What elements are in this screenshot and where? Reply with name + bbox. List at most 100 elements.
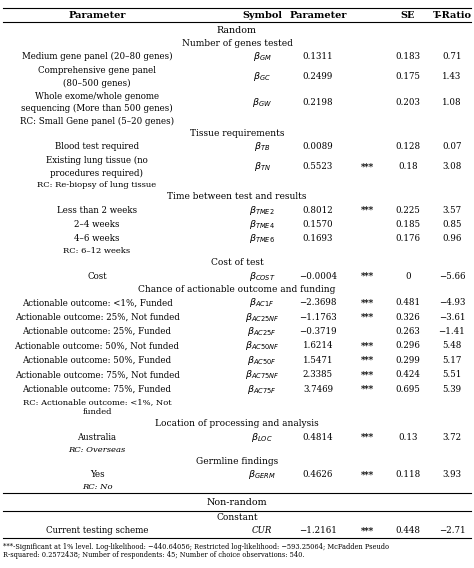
Text: 0.07: 0.07 <box>442 142 462 151</box>
Text: 1.43: 1.43 <box>442 73 462 81</box>
Text: 1.5471: 1.5471 <box>303 356 333 365</box>
Text: 0.2198: 0.2198 <box>303 98 333 107</box>
Text: 0.13: 0.13 <box>398 433 418 442</box>
Text: 0.96: 0.96 <box>442 234 462 243</box>
Text: RC: Actionable outcome: <1%, Not: RC: Actionable outcome: <1%, Not <box>23 398 171 406</box>
Text: 0.185: 0.185 <box>395 220 420 229</box>
Text: 0.85: 0.85 <box>442 220 462 229</box>
Text: 0.1693: 0.1693 <box>303 234 333 243</box>
Text: $\beta_{GM}$: $\beta_{GM}$ <box>253 51 272 63</box>
Text: $\beta_{GC}$: $\beta_{GC}$ <box>253 70 271 83</box>
Text: $\beta_{AC25NF}$: $\beta_{AC25NF}$ <box>245 311 279 324</box>
Text: $\beta_{GW}$: $\beta_{GW}$ <box>252 96 272 109</box>
Text: −1.41: −1.41 <box>438 327 465 336</box>
Text: Actionable outcome: 25%, Not funded: Actionable outcome: 25%, Not funded <box>15 312 180 321</box>
Text: 0.5523: 0.5523 <box>303 162 333 172</box>
Text: (80–500 genes): (80–500 genes) <box>63 79 131 88</box>
Text: Cost of test: Cost of test <box>210 258 264 268</box>
Text: ***: *** <box>360 433 374 442</box>
Text: ***: *** <box>360 527 374 535</box>
Text: 0.118: 0.118 <box>395 470 420 479</box>
Text: $\beta_{AC50NF}$: $\beta_{AC50NF}$ <box>245 340 279 353</box>
Text: Comprehensive gene panel: Comprehensive gene panel <box>38 66 156 75</box>
Text: 3.57: 3.57 <box>442 206 462 215</box>
Text: −2.71: −2.71 <box>439 527 465 535</box>
Text: Tissue requirements: Tissue requirements <box>190 129 284 138</box>
Text: Time between test and results: Time between test and results <box>167 192 307 201</box>
Text: Actionable outcome: <1%, Funded: Actionable outcome: <1%, Funded <box>22 298 173 307</box>
Text: 0.4814: 0.4814 <box>303 433 333 442</box>
Text: 0: 0 <box>405 272 411 281</box>
Text: −1.2161: −1.2161 <box>299 527 337 535</box>
Text: Actionable outcome: 25%, Funded: Actionable outcome: 25%, Funded <box>22 327 172 336</box>
Text: −2.3698: −2.3698 <box>299 298 337 307</box>
Text: $\beta_{AC50F}$: $\beta_{AC50F}$ <box>247 354 277 367</box>
Text: 0.175: 0.175 <box>395 73 420 81</box>
Text: Number of genes tested: Number of genes tested <box>182 39 292 48</box>
Text: 3.93: 3.93 <box>443 470 462 479</box>
Text: 0.299: 0.299 <box>396 356 420 365</box>
Text: 0.0089: 0.0089 <box>302 142 333 151</box>
Text: 5.51: 5.51 <box>442 370 462 379</box>
Text: Location of processing and analysis: Location of processing and analysis <box>155 420 319 428</box>
Text: 5.39: 5.39 <box>442 385 462 394</box>
Text: ***: *** <box>360 298 374 307</box>
Text: Non-random: Non-random <box>207 498 267 507</box>
Text: 0.695: 0.695 <box>396 385 420 394</box>
Text: ***: *** <box>360 356 374 365</box>
Text: 0.4626: 0.4626 <box>303 470 333 479</box>
Text: Actionable outcome: 50%, Not funded: Actionable outcome: 50%, Not funded <box>15 341 180 350</box>
Text: $\beta_{AC75NF}$: $\beta_{AC75NF}$ <box>245 368 279 381</box>
Text: 0.18: 0.18 <box>398 162 418 172</box>
Text: Parameter: Parameter <box>289 10 347 19</box>
Text: $\beta_{AC25F}$: $\beta_{AC25F}$ <box>247 325 277 338</box>
Text: 0.203: 0.203 <box>396 98 420 107</box>
Text: −5.66: −5.66 <box>439 272 465 281</box>
Text: ***-Significant at 1% level. Log-likelihood: −440.64056; Restricted log-likeliho: ***-Significant at 1% level. Log-likelih… <box>3 543 389 551</box>
Text: 0.71: 0.71 <box>442 52 462 61</box>
Text: 0.1311: 0.1311 <box>303 52 333 61</box>
Text: ***: *** <box>360 272 374 281</box>
Text: Parameter: Parameter <box>68 10 126 19</box>
Text: 0.128: 0.128 <box>395 142 420 151</box>
Text: funded: funded <box>82 408 112 416</box>
Text: 2.3385: 2.3385 <box>303 370 333 379</box>
Text: $\beta_{AC1F}$: $\beta_{AC1F}$ <box>249 296 275 310</box>
Text: ***: *** <box>360 162 374 172</box>
Text: RC: Overseas: RC: Overseas <box>68 446 126 454</box>
Text: 2–4 weeks: 2–4 weeks <box>74 220 120 229</box>
Text: 0.448: 0.448 <box>395 527 420 535</box>
Text: 1.08: 1.08 <box>442 98 462 107</box>
Text: 5.48: 5.48 <box>442 341 462 350</box>
Text: 3.08: 3.08 <box>442 162 462 172</box>
Text: Australia: Australia <box>78 433 117 442</box>
Text: 0.176: 0.176 <box>395 234 420 243</box>
Text: T-Ratio: T-Ratio <box>432 10 472 19</box>
Text: Chance of actionable outcome and funding: Chance of actionable outcome and funding <box>138 285 336 294</box>
Text: $\beta_{COST}$: $\beta_{COST}$ <box>249 270 275 283</box>
Text: Actionable outcome: 75%, Not funded: Actionable outcome: 75%, Not funded <box>15 370 180 379</box>
Text: ***: *** <box>360 206 374 215</box>
Text: Yes: Yes <box>90 470 104 479</box>
Text: Less than 2 weeks: Less than 2 weeks <box>57 206 137 215</box>
Text: $\beta_{AC75F}$: $\beta_{AC75F}$ <box>247 383 277 395</box>
Text: 0.8012: 0.8012 <box>302 206 333 215</box>
Text: sequencing (More than 500 genes): sequencing (More than 500 genes) <box>21 104 173 113</box>
Text: Symbol: Symbol <box>242 10 282 19</box>
Text: R-squared: 0.2572438; Number of respondents: 45; Number of choice observations: : R-squared: 0.2572438; Number of responde… <box>3 551 304 559</box>
Text: 0.183: 0.183 <box>395 52 420 61</box>
Text: RC: Small Gene panel (5–20 genes): RC: Small Gene panel (5–20 genes) <box>20 116 174 126</box>
Text: RC: No: RC: No <box>82 483 112 491</box>
Text: RC: 6–12 weeks: RC: 6–12 weeks <box>64 248 130 256</box>
Text: $\beta_{TB}$: $\beta_{TB}$ <box>254 140 270 153</box>
Text: 0.481: 0.481 <box>395 298 420 307</box>
Text: Constant: Constant <box>216 513 258 522</box>
Text: 0.424: 0.424 <box>396 370 420 379</box>
Text: 5.17: 5.17 <box>442 356 462 365</box>
Text: $\beta_{GERM}$: $\beta_{GERM}$ <box>248 468 276 481</box>
Text: −0.3719: −0.3719 <box>299 327 337 336</box>
Text: $\beta_{LOC}$: $\beta_{LOC}$ <box>251 431 273 444</box>
Text: Existing lung tissue (no: Existing lung tissue (no <box>46 156 148 165</box>
Text: Whole exome/whole genome: Whole exome/whole genome <box>35 91 159 101</box>
Text: ***: *** <box>360 385 374 394</box>
